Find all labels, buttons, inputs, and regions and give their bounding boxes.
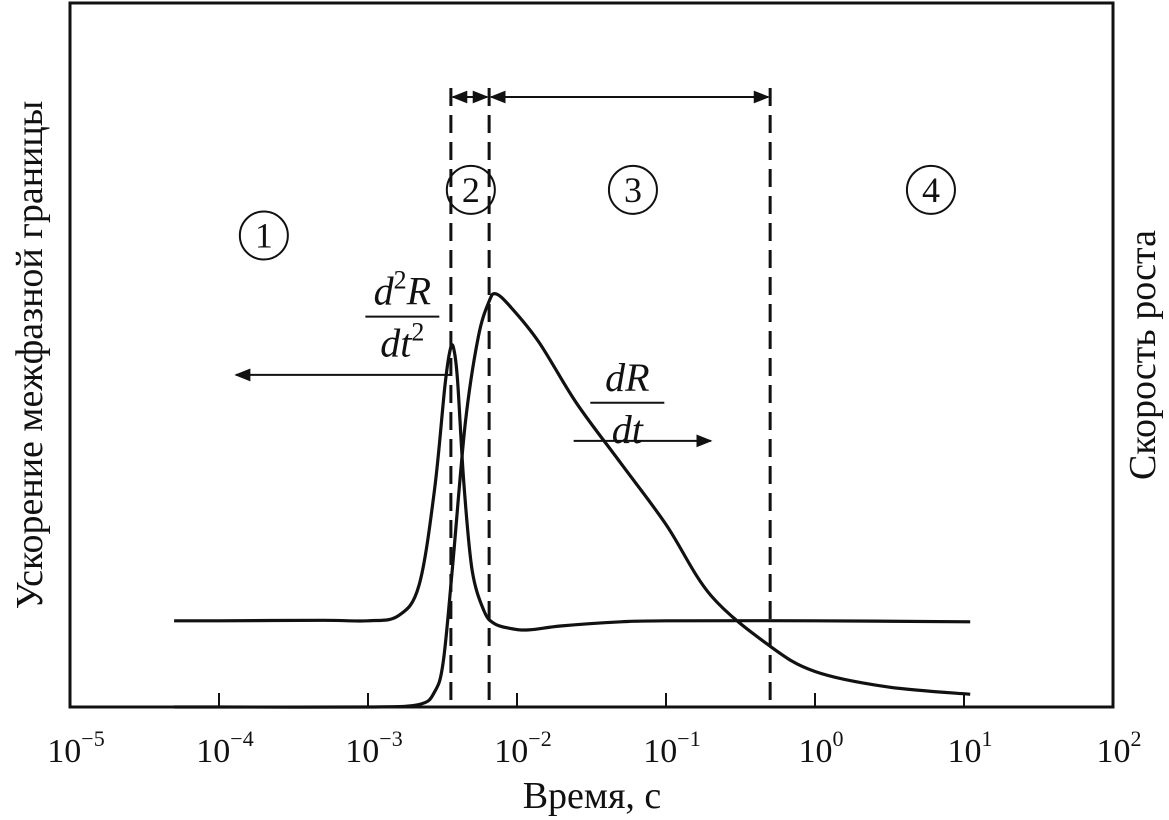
region-circle xyxy=(238,210,289,261)
region-label: 4 xyxy=(922,170,940,210)
region-circle xyxy=(905,164,956,215)
y-axis-title-right: Скорость роста xyxy=(1122,230,1164,480)
x-tick-label: 10−5 xyxy=(47,726,104,770)
series-line-1 xyxy=(174,343,971,632)
x-tick-label: 10−2 xyxy=(494,726,551,770)
x-tick-label: 10−1 xyxy=(643,726,700,770)
x-tick-label: 101 xyxy=(948,726,993,770)
region-circle xyxy=(607,164,658,215)
series-label-numerator: dR xyxy=(605,355,649,400)
series-label-denominator: dt2 xyxy=(380,318,424,366)
x-ticks: 10−5 10−4 10−3 10−2 10−1 100 101 102 xyxy=(47,693,1142,770)
series-label-denominator: dt xyxy=(612,407,644,452)
x-tick-label: 102 xyxy=(1097,726,1142,770)
series-group xyxy=(174,292,971,709)
region-label: 1 xyxy=(255,215,273,255)
series-label-numerator: d2R xyxy=(374,266,431,314)
x-tick-label: 10−4 xyxy=(196,726,253,770)
x-tick-label: 100 xyxy=(799,726,844,770)
y-axis-title-left: Ускорение межфазной границы xyxy=(9,101,51,609)
region-circle xyxy=(445,164,496,215)
region-dividers xyxy=(449,88,772,707)
series-line-2 xyxy=(174,292,971,709)
x-tick-label: 10−3 xyxy=(345,726,402,770)
region-label: 2 xyxy=(462,170,480,210)
plot-frame xyxy=(68,1,1115,709)
region-label: 3 xyxy=(624,170,642,210)
x-axis-title: Время, с xyxy=(523,775,662,817)
